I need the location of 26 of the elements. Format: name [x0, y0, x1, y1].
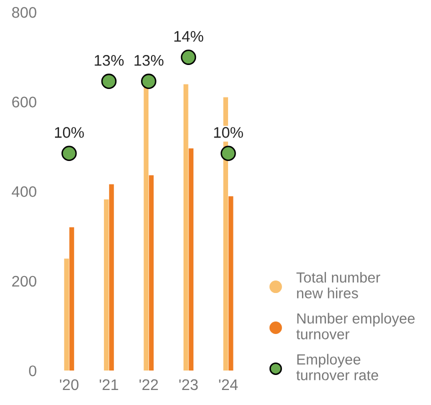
bar [69, 227, 74, 371]
y-tick-label: 600 [12, 96, 36, 108]
x-tick-label: '24 [219, 379, 238, 390]
x-tick-label: '23 [179, 379, 198, 390]
bar [104, 199, 109, 371]
bar [188, 148, 194, 371]
y-tick-label: 800 [12, 7, 36, 18]
data-label: 13% [134, 54, 164, 66]
y-tick-label: 400 [12, 186, 36, 198]
legend-label: Employee turnover rate [296, 354, 378, 380]
data-label: 10% [55, 127, 84, 138]
bar [184, 84, 188, 371]
data-label: 13% [94, 54, 124, 66]
bar [148, 175, 154, 371]
legend-label: Total number new hires [296, 272, 380, 298]
legend-label: Number employee turnover [296, 312, 415, 340]
bar [228, 196, 234, 371]
x-tick-label: '20 [60, 379, 78, 390]
bar [64, 258, 69, 371]
y-tick-label: 0 [29, 365, 36, 376]
data-label: 14% [174, 31, 204, 42]
x-tick-label: '21 [100, 379, 118, 390]
data-label: 10% [214, 127, 244, 138]
x-tick-label: '22 [140, 379, 158, 390]
bar [109, 184, 114, 371]
y-tick-label: 200 [12, 276, 36, 287]
